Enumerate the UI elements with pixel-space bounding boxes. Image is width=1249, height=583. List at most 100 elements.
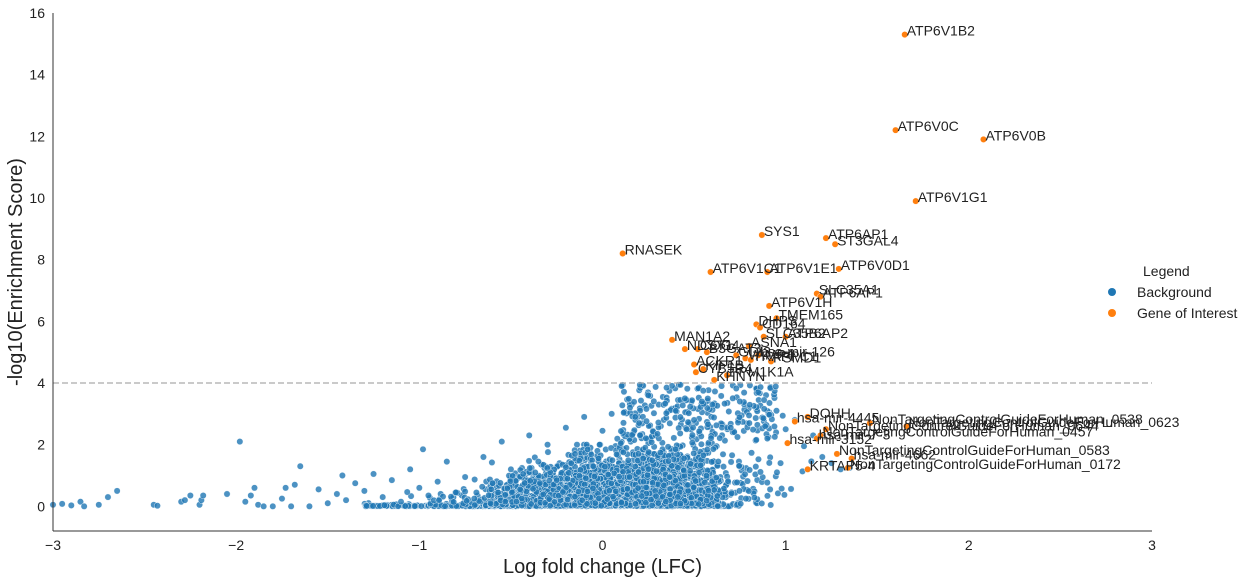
background-point — [636, 431, 644, 439]
background-point — [763, 435, 771, 442]
background-point — [751, 494, 758, 502]
background-point — [782, 425, 790, 433]
background-point — [772, 383, 780, 390]
y-tick-label: 14 — [29, 67, 45, 83]
background-point — [771, 433, 779, 441]
background-point — [452, 489, 460, 496]
background-point — [765, 411, 773, 419]
background-point — [699, 451, 707, 459]
background-point — [766, 453, 774, 461]
background-point — [526, 464, 534, 472]
background-point — [531, 469, 539, 476]
background-point — [703, 472, 710, 480]
gene-label: MAN1A2 — [674, 328, 730, 344]
background-point — [582, 474, 590, 482]
background-point — [654, 430, 661, 438]
background-point — [487, 499, 494, 507]
gene-of-interest-point — [754, 351, 762, 359]
gene-of-interest-point — [817, 432, 824, 439]
background-point — [668, 462, 676, 470]
background-point — [632, 500, 639, 508]
background-point — [635, 450, 642, 458]
gene-label: ATP6V0D1 — [841, 257, 910, 273]
background-point — [291, 481, 299, 489]
background-point — [618, 382, 626, 390]
background-point — [687, 460, 695, 468]
background-point — [655, 419, 662, 426]
background-point — [363, 502, 371, 510]
background-point — [653, 467, 660, 475]
background-point — [710, 414, 718, 421]
background-point — [644, 471, 651, 479]
gene-label: ASNA1 — [751, 334, 797, 350]
background-point — [648, 438, 656, 446]
gene-label: VAMP4 — [747, 346, 794, 362]
background-point — [223, 490, 231, 498]
gene-label: ATP6V1G1 — [918, 189, 988, 205]
background-point — [744, 477, 751, 485]
background-point — [837, 465, 845, 473]
gene-label: SYS1 — [764, 223, 800, 239]
gene-label: hsa-mir-3152 — [789, 431, 872, 447]
gene-label: ATP6V1H — [771, 294, 832, 310]
gene-of-interest-point — [756, 324, 764, 331]
gene-of-interest-point — [707, 268, 714, 276]
background-point — [104, 493, 112, 501]
background-point — [649, 479, 657, 487]
background-point — [652, 492, 660, 500]
background-point — [685, 409, 693, 417]
gene-of-interest-point — [767, 358, 775, 365]
background-point — [666, 491, 674, 498]
background-point — [644, 391, 652, 399]
background-point — [680, 467, 688, 474]
background-point — [488, 459, 496, 466]
background-point — [544, 448, 552, 456]
background-point — [763, 479, 771, 486]
background-point — [260, 502, 268, 510]
gene-label: ATP6V1E1 — [769, 260, 837, 276]
gene-label: SLC35A1 — [819, 282, 879, 298]
background-point — [565, 469, 573, 477]
background-point — [665, 457, 672, 465]
background-point — [461, 488, 469, 495]
y-tick-label: 10 — [29, 190, 45, 206]
background-point — [625, 395, 633, 403]
background-point — [417, 502, 425, 510]
background-point — [661, 400, 669, 408]
background-point — [525, 457, 533, 465]
background-point — [154, 502, 161, 510]
background-point — [576, 466, 584, 474]
background-point — [571, 450, 579, 458]
background-point — [742, 495, 750, 503]
background-point — [725, 408, 733, 415]
background-point — [351, 479, 359, 487]
gene-of-interest-point — [747, 356, 755, 364]
gene-label: NonTargetingControlGuideForHuman_0457 — [822, 423, 1093, 439]
background-point — [781, 491, 788, 499]
background-point — [543, 464, 551, 472]
background-point — [324, 499, 332, 507]
background-point — [654, 499, 662, 507]
background-point — [684, 418, 692, 426]
legend-entry-gene-of-interest: Gene of Interest — [1137, 305, 1238, 321]
y-axis-title: -log10(Enrichment Score) — [5, 158, 27, 386]
background-point — [595, 455, 602, 462]
background-point — [686, 467, 694, 475]
background-point — [626, 404, 634, 412]
background-point — [807, 458, 815, 465]
background-point — [406, 465, 414, 473]
background-point — [615, 473, 623, 481]
background-point — [58, 500, 66, 508]
background-point — [728, 451, 736, 459]
gene-of-interest-point — [773, 314, 780, 322]
background-point — [507, 477, 514, 485]
gene-label: TRAPPC1 — [753, 348, 818, 364]
background-point — [559, 488, 567, 496]
gene-label: PSMD1 — [773, 349, 821, 365]
background-point — [757, 468, 764, 476]
background-point — [638, 492, 646, 500]
background-point — [333, 490, 341, 498]
background-point — [695, 500, 703, 508]
background-point — [471, 476, 479, 483]
background-point — [736, 398, 744, 405]
